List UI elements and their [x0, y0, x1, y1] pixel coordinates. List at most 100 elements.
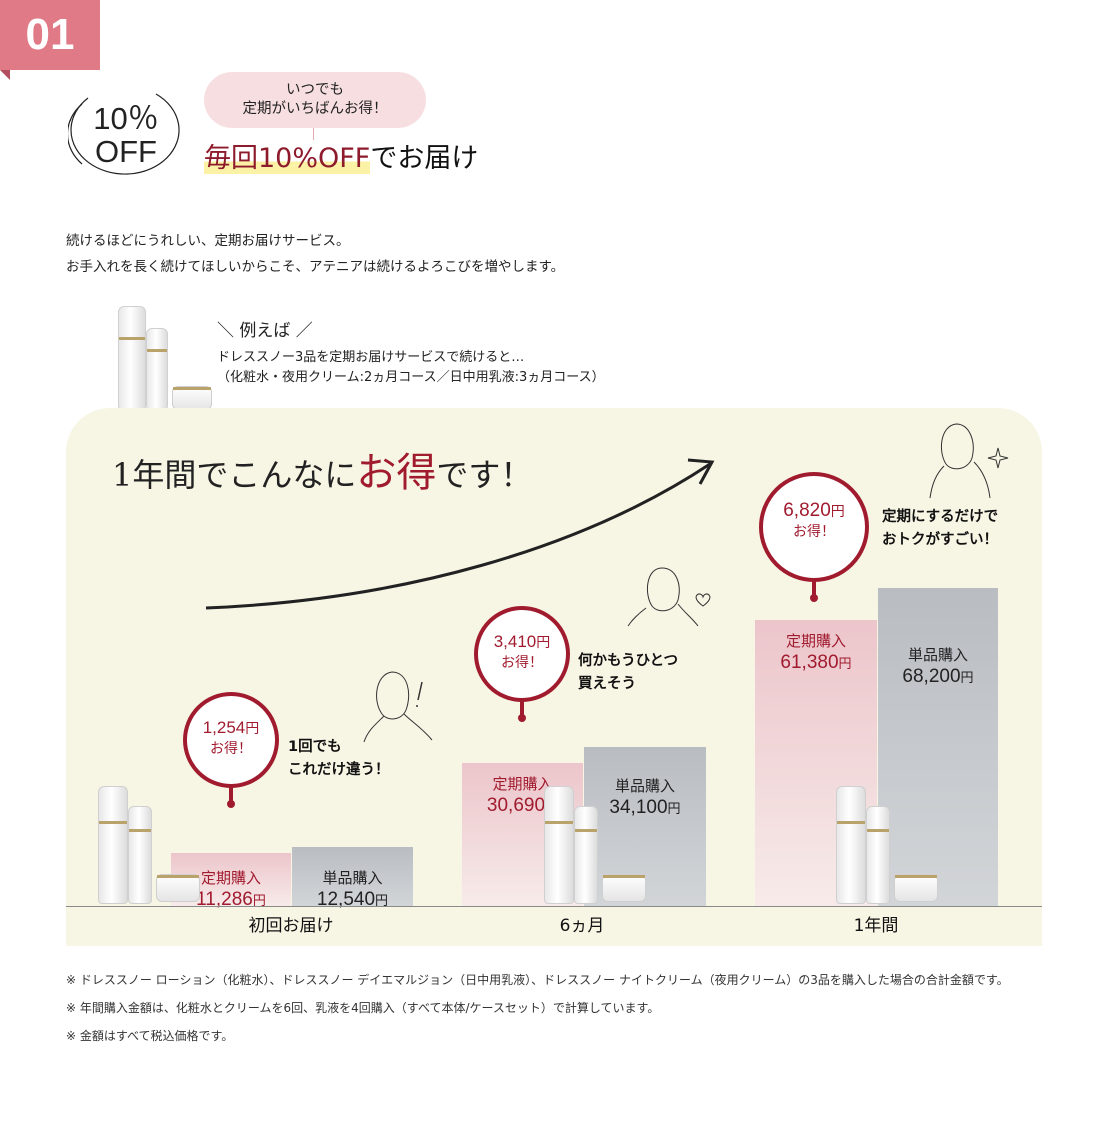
saving-suffix: お得！ — [793, 524, 835, 540]
comment-initial: 1回でも これだけ違う！ — [288, 736, 390, 782]
badge-tail — [0, 70, 10, 80]
period-label-initial: 初回お届け — [248, 916, 334, 936]
saving-suffix: お得！ — [501, 655, 543, 671]
saving-circle-initial: 1,254円 お得！ — [183, 692, 279, 788]
yen-unit: 円 — [830, 504, 845, 520]
product-image-initial — [94, 786, 206, 906]
chart-title: 1年間でこんなにお得です！ — [112, 450, 532, 498]
saving-amount: 1,254 — [202, 718, 246, 737]
yen-unit: 円 — [536, 635, 551, 651]
example-block: ＼ 例えば ／ ドレススノー3品を定期お届けサービスで続けると… （化粧水・夜用… — [217, 318, 605, 388]
note-item: ※ 年間購入金額は、化粧水とクリームを6回、乳液を4回購入（すべて本体/ケースセ… — [66, 1001, 660, 1015]
saving-circle-6months: 3,410円 お得！ — [474, 606, 570, 702]
circle-outline-icon — [68, 93, 180, 175]
product-jar-icon — [156, 874, 200, 902]
off-badge: 10％ OFF — [68, 88, 184, 180]
teiki-label: 定期購入 — [200, 869, 261, 887]
speech-bubble: いつでも 定期がいちばんお得！ — [204, 72, 426, 128]
bar-tanpin-initial: 単品購入 12,540円 — [292, 847, 413, 910]
chart-title-pre: 1年間でこんなに — [112, 456, 357, 494]
product-bottle-icon — [118, 306, 146, 410]
speech-line-2: 定期がいちばんお得！ — [242, 101, 388, 117]
teiki-price: 30,690 — [486, 795, 546, 816]
product-image-example — [110, 306, 220, 412]
chart-baseline — [66, 906, 1042, 907]
headline: 毎回10%OFFでお届け — [204, 140, 478, 178]
yen-unit: 円 — [252, 894, 266, 909]
woman-illustration-icon — [627, 567, 699, 627]
section-number-badge: 01 — [0, 0, 100, 70]
product-image-6months — [542, 786, 654, 906]
intro-text: 続けるほどにうれしい、定期お届けサービス。 お手入れを長く続けてほしいからこそ、… — [66, 228, 564, 280]
saving-stem — [520, 700, 524, 718]
product-image-1year — [834, 786, 946, 906]
heart-icon — [695, 593, 711, 607]
notes: ※ ドレススノー ローション（化粧水）、ドレススノー デイエマルジョン（日中用乳… — [66, 970, 1046, 1054]
speech-pointer — [313, 128, 314, 140]
yen-unit: 円 — [960, 671, 974, 686]
period-label-6months: 6ヵ月 — [559, 916, 605, 936]
comment-line-2: おトクがすごい！ — [882, 532, 998, 548]
example-line-1: ドレススノー3品を定期お届けサービスで続けると… — [217, 350, 525, 365]
speech-line-1: いつでも — [286, 82, 344, 98]
intro-line-1: 続けるほどにうれしい、定期お届けサービス。 — [66, 233, 350, 249]
period-label-1year: 1年間 — [853, 916, 899, 936]
saving-suffix: お得！ — [210, 741, 252, 757]
product-bottle-icon — [146, 328, 168, 410]
example-line-2: （化粧水・夜用クリーム:2ヵ月コース／日中用乳液:3ヵ月コース） — [217, 370, 605, 385]
off-badge-percent: 10％ — [93, 101, 159, 136]
product-bottle-icon — [98, 786, 128, 904]
arrow-icon — [205, 458, 715, 610]
comment-line-1: 1回でも — [288, 739, 342, 755]
comment-line-2: 買えそう — [578, 676, 636, 692]
product-jar-icon — [602, 874, 646, 902]
saving-stem-dot — [227, 800, 235, 808]
off-badge-off: OFF — [95, 134, 157, 169]
yen-unit: 円 — [838, 657, 852, 672]
saving-stem-dot — [810, 594, 818, 602]
comment-6months: 何かもうひとつ 買えそう — [578, 650, 678, 696]
product-bottle-icon — [574, 806, 598, 904]
yen-unit: 円 — [245, 721, 260, 737]
woman-illustration-icon — [363, 671, 433, 743]
saving-amount: 6,820 — [783, 500, 831, 521]
headline-rest: でお届け — [370, 143, 479, 174]
teiki-label: 定期購入 — [785, 632, 846, 650]
chart-title-highlight: お得 — [356, 450, 437, 496]
chart-title-post: です！ — [436, 456, 533, 494]
comment-line-1: 何かもうひとつ — [578, 653, 679, 669]
product-jar-icon — [172, 386, 212, 410]
intro-line-2: お手入れを長く続けてほしいからこそ、アテニアは続けるよろこびを増やします。 — [66, 259, 565, 275]
sparkle-icon — [987, 447, 1009, 469]
comment-line-2: これだけ違う！ — [288, 762, 390, 778]
product-bottle-icon — [866, 806, 890, 904]
product-jar-icon — [894, 874, 938, 902]
note-item: ※ ドレススノー ローション（化粧水）、ドレススノー デイエマルジョン（日中用乳… — [66, 973, 1009, 987]
teiki-label: 定期購入 — [492, 775, 553, 793]
tanpin-price: 68,200 — [902, 666, 961, 687]
saving-stem-dot — [518, 714, 526, 722]
woman-illustration-icon — [929, 423, 991, 499]
bar-tanpin-1year: 単品購入 68,200円 — [878, 588, 998, 906]
yen-unit: 円 — [667, 802, 681, 817]
note-item: ※ 金額はすべて税込価格です。 — [66, 1029, 234, 1043]
saving-stem — [812, 578, 816, 598]
yen-unit: 円 — [375, 894, 389, 909]
tanpin-label: 単品購入 — [907, 646, 968, 664]
teiki-price: 61,380 — [780, 652, 839, 673]
tanpin-label: 単品購入 — [614, 777, 675, 795]
tanpin-price: 34,100 — [609, 797, 668, 818]
product-bottle-icon — [128, 806, 152, 904]
tanpin-price: 12,540 — [316, 889, 376, 910]
product-bottle-icon — [836, 786, 866, 904]
comment-1year: 定期にするだけで おトクがすごい！ — [882, 506, 998, 552]
headline-highlight: 毎回10%OFF — [204, 143, 371, 174]
tanpin-label: 単品購入 — [322, 869, 383, 887]
saving-circle-1year: 6,820円 お得！ — [759, 472, 869, 582]
saving-amount: 3,410 — [493, 632, 537, 651]
saving-stem — [229, 786, 233, 804]
product-bottle-icon — [544, 786, 574, 904]
teiki-price: 11,286 — [196, 889, 253, 910]
comment-line-1: 定期にするだけで — [882, 509, 999, 525]
example-title: ＼ 例えば ／ — [217, 321, 313, 341]
